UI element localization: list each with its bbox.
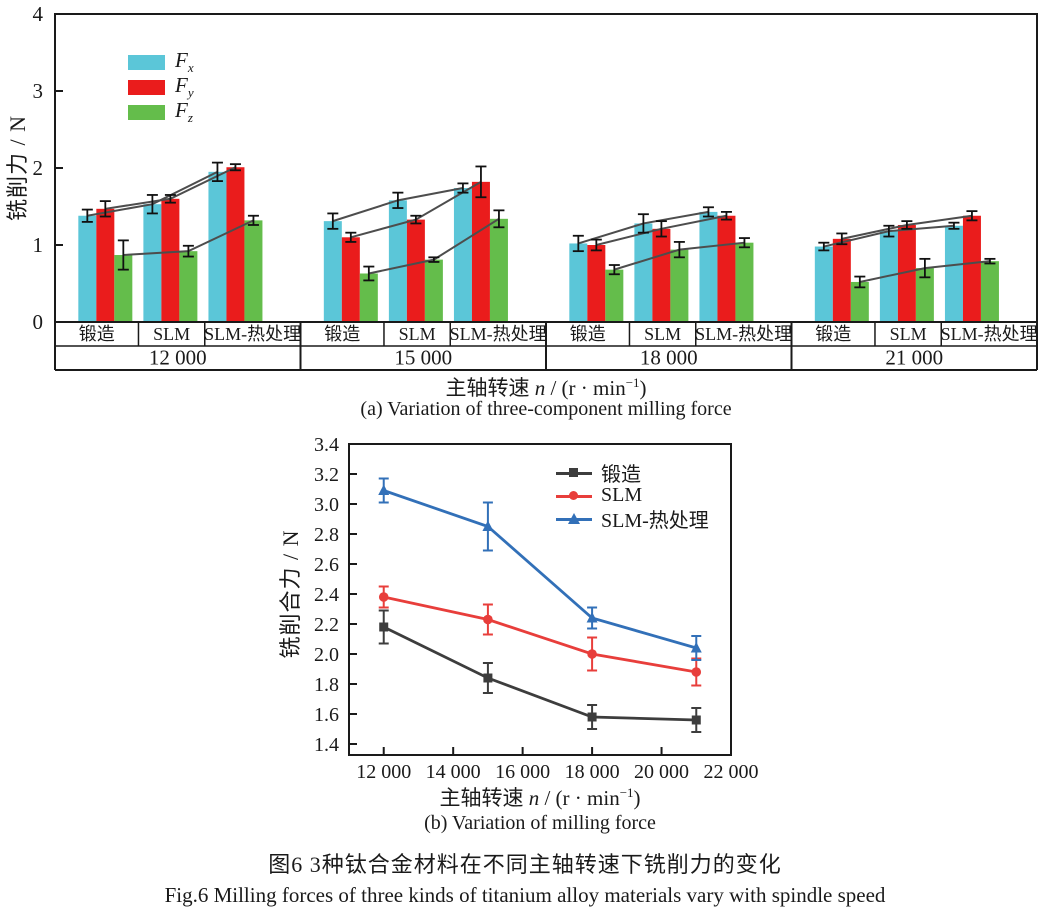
- duanzao-line-sample: [556, 467, 592, 479]
- svg-text:3.4: 3.4: [314, 434, 339, 456]
- line-chart-svg: 1.4 1.6 1.8 2.0 2.2 2.4 2.6 2.8 3.0 3.2 3.4 12 000 1…: [314, 434, 759, 783]
- fy-label: Fy: [175, 73, 194, 101]
- legend-item-duanzao: 锻造: [556, 461, 709, 486]
- figure-caption-en: Fig.6 Milling forces of three kinds of t…: [164, 883, 886, 907]
- panel-a: 0 1 2 3 4 锻造 SLM SLM-热处理 12 000 锻造 SLM SLM-热处理 15 00…: [0, 0, 1050, 430]
- svg-text:18 000: 18 000: [640, 346, 698, 370]
- svg-text:SLM: SLM: [890, 324, 927, 344]
- svg-text:2.8: 2.8: [314, 524, 339, 546]
- fx-label: Fx: [175, 48, 194, 76]
- svg-text:3: 3: [33, 79, 44, 103]
- slm-heat-line-sample: [556, 512, 592, 525]
- fz-color-swatch: [128, 105, 165, 120]
- svg-text:2.0: 2.0: [314, 644, 339, 666]
- chart-b-y-axis-label: 铣削合力 / N: [278, 529, 303, 659]
- svg-text:SLM-热处理: SLM-热处理: [204, 324, 301, 344]
- svg-text:锻造: 锻造: [570, 324, 606, 344]
- svg-text:14 000: 14 000: [426, 761, 481, 783]
- svg-text:SLM-热处理: SLM-热处理: [941, 324, 1038, 344]
- svg-text:SLM: SLM: [644, 324, 681, 344]
- chart-b-legend: 锻造 SLM SLM-热处理: [556, 461, 709, 532]
- svg-text:1.6: 1.6: [314, 704, 339, 726]
- svg-text:2: 2: [33, 156, 44, 180]
- svg-text:18 000: 18 000: [565, 761, 620, 783]
- chart-a-y-axis-label: 铣削力 / N: [5, 114, 30, 222]
- legend-item-fz: Fz: [128, 100, 194, 125]
- svg-text:22 000: 22 000: [704, 761, 759, 783]
- svg-text:0: 0: [33, 310, 44, 334]
- svg-text:12 000: 12 000: [356, 761, 411, 783]
- chart-b-caption: (b) Variation of milling force: [424, 812, 656, 834]
- svg-text:3.0: 3.0: [314, 494, 339, 516]
- chart-b-x-axis-label: 主轴转速 n / (r · min−1): [439, 785, 641, 810]
- svg-text:4: 4: [33, 2, 44, 26]
- svg-text:锻造: 锻造: [324, 324, 360, 344]
- svg-text:1.8: 1.8: [314, 674, 339, 696]
- svg-text:3.2: 3.2: [314, 464, 339, 486]
- svg-text:20 000: 20 000: [634, 761, 689, 783]
- chart-a-x-axis-label: 主轴转速 n / (r · min−1): [445, 375, 647, 400]
- legend-item-slm: SLM: [556, 484, 709, 507]
- svg-text:SLM: SLM: [153, 324, 190, 344]
- svg-text:SLM: SLM: [399, 324, 436, 344]
- svg-text:12 000: 12 000: [149, 346, 207, 370]
- figure-caption-zh: 图6 3种钛合金材料在不同主轴转速下铣削力的变化: [268, 852, 782, 877]
- svg-text:15 000: 15 000: [394, 346, 452, 370]
- chart-a-caption: (a) Variation of three-component milling…: [360, 398, 732, 420]
- svg-text:SLM-热处理: SLM-热处理: [695, 324, 792, 344]
- fx-color-swatch: [128, 55, 165, 70]
- legend-item-fx: Fx: [128, 50, 194, 75]
- svg-text:1.4: 1.4: [314, 734, 339, 756]
- svg-text:21 000: 21 000: [885, 346, 943, 370]
- square-marker-icon: [569, 467, 578, 477]
- panel-b: 1.4 1.6 1.8 2.0 2.2 2.4 2.6 2.8 3.0 3.2 3.4 12 000 1…: [0, 430, 1050, 840]
- svg-text:2.2: 2.2: [314, 614, 339, 636]
- fy-color-swatch: [128, 80, 165, 95]
- legend-item-slm-heat: SLM-热处理: [556, 507, 709, 532]
- svg-text:16 000: 16 000: [495, 761, 550, 783]
- slm-line-sample: [556, 490, 592, 502]
- svg-text:锻造: 锻造: [815, 324, 851, 344]
- legend-item-fy: Fy: [128, 75, 194, 100]
- chart-a-legend: Fx Fy Fz: [128, 50, 194, 125]
- svg-text:2.6: 2.6: [314, 554, 339, 576]
- svg-text:锻造: 锻造: [79, 324, 115, 344]
- triangle-marker-icon: [568, 512, 580, 524]
- svg-text:2.4: 2.4: [314, 584, 339, 606]
- circle-marker-icon: [569, 490, 578, 500]
- svg-text:SLM-热处理: SLM-热处理: [450, 324, 547, 344]
- fz-label: Fz: [175, 98, 193, 126]
- svg-text:1: 1: [33, 233, 44, 257]
